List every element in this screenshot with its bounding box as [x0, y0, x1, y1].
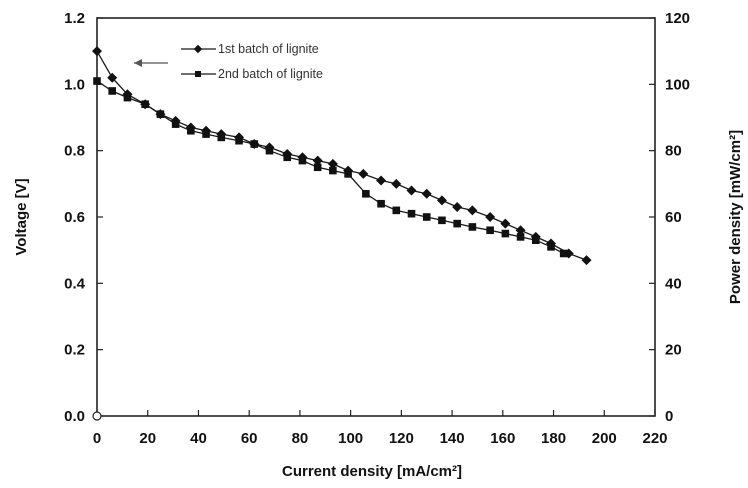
y-tick-label: 0.2: [64, 342, 85, 359]
y2-tick-label: 120: [665, 10, 690, 27]
y2-tick-label: 80: [665, 143, 682, 160]
data-point-square: [531, 236, 540, 245]
x-axis-title: Current density [mA/cm²]: [282, 463, 462, 480]
x-tick-label: 120: [389, 430, 414, 447]
y2-tick-label: 20: [665, 342, 682, 359]
data-point-square: [250, 140, 259, 148]
data-point-square: [123, 93, 132, 102]
data-point-square: [283, 153, 292, 162]
data-point-square: [438, 216, 446, 225]
data-point-square: [217, 133, 226, 142]
data-point-square: [392, 206, 401, 215]
data-point-square: [547, 243, 555, 251]
data-point-square: [265, 146, 274, 155]
y-axis-title: Voltage [V]: [13, 178, 30, 255]
y2-tick-label: 100: [665, 76, 690, 93]
data-point-diamond: [436, 195, 447, 206]
data-point-square: [141, 100, 149, 109]
x-tick-label: 200: [592, 430, 617, 447]
y-axis-left: 0.0 0.2 0.4 0.6 0.8 1.0 1.2: [64, 10, 103, 425]
legend: 1st batch of lignite 2nd batch of lignit…: [181, 42, 323, 81]
data-point-diamond: [376, 175, 387, 186]
data-point-diamond: [485, 212, 496, 222]
data-point-square: [486, 226, 494, 235]
origin-marker: [92, 411, 102, 421]
data-point-square: [156, 110, 165, 118]
data-point-square: [559, 249, 568, 258]
data-point-square: [298, 156, 307, 165]
series-line-1: [96, 50, 587, 261]
x-tick-label: 80: [292, 430, 309, 447]
data-point-square: [187, 126, 195, 135]
data-point-square: [313, 163, 322, 172]
x-tick-label: 220: [642, 430, 667, 447]
x-tick-label: 100: [338, 430, 363, 447]
y-tick-label: 0.0: [64, 408, 85, 425]
data-point-square: [235, 136, 243, 145]
data-point-diamond: [467, 205, 478, 216]
data-point-diamond: [358, 168, 369, 179]
data-point-diamond: [581, 255, 592, 266]
series-2: [93, 77, 568, 258]
data-point-diamond: [92, 46, 102, 57]
data-point-diamond: [327, 158, 338, 169]
data-point-diamond: [391, 178, 402, 189]
legend-label-1: 1st batch of lignite: [218, 42, 319, 56]
legend-label-2: 2nd batch of lignite: [218, 67, 323, 81]
data-point-square: [202, 130, 210, 138]
series-1: [92, 46, 592, 266]
y-tick-label: 1.0: [64, 76, 85, 93]
x-tick-label: 60: [241, 430, 258, 447]
data-point-square: [93, 77, 101, 85]
y-tick-label: 0.8: [64, 143, 85, 160]
data-point-square: [453, 219, 461, 228]
data-point-diamond: [406, 185, 417, 196]
y2-tick-label: 0: [665, 408, 673, 425]
data-point-diamond: [312, 155, 323, 166]
annotation-arrow: [134, 59, 168, 67]
x-axis: 0 20 40 60 80 100 120 140 160 180 200 220: [92, 410, 668, 447]
data-point-diamond: [421, 188, 432, 199]
data-point-square: [468, 223, 477, 231]
data-point-square: [362, 189, 370, 198]
y-tick-label: 0.4: [64, 275, 86, 292]
data-point-square: [422, 213, 431, 221]
data-point-square: [407, 209, 416, 218]
plot-frame: [96, 17, 656, 417]
y2-tick-label: 60: [665, 209, 682, 226]
data-point-diamond: [515, 225, 526, 236]
data-point-square: [516, 233, 525, 241]
data-point-diamond: [452, 202, 463, 213]
legend-marker-diamond: [193, 44, 203, 54]
x-tick-label: 140: [440, 430, 465, 447]
data-point-diamond: [107, 72, 118, 83]
y-tick-label: 1.2: [64, 10, 85, 27]
x-tick-label: 20: [139, 430, 156, 447]
x-tick-label: 160: [490, 430, 515, 447]
data-point-square: [344, 170, 352, 178]
y-tick-label: 0.6: [64, 209, 85, 226]
data-point-square: [329, 166, 337, 175]
legend-marker-square: [195, 71, 201, 77]
x-tick-label: 40: [190, 430, 207, 447]
x-tick-label: 180: [541, 430, 566, 447]
data-point-square: [501, 229, 510, 238]
data-point-square: [377, 199, 385, 208]
x-tick-label: 0: [93, 430, 101, 447]
y2-axis-title: Power density [mW/cm²]: [727, 130, 744, 304]
y2-tick-label: 40: [665, 275, 682, 292]
y-axis-right: 0 20 40 60 80 100 120: [649, 10, 690, 425]
data-point-diamond: [500, 218, 511, 229]
data-point-square: [171, 120, 180, 128]
data-point-square: [108, 87, 117, 95]
series-layer: [92, 46, 592, 266]
